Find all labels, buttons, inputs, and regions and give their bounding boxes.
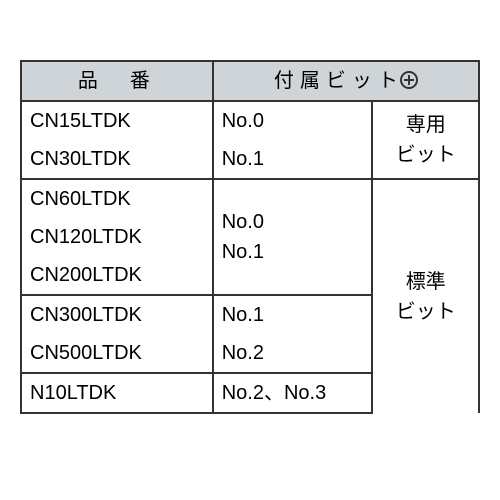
part-cell: CN120LTDK: [21, 218, 213, 256]
bit-line: No.0: [222, 211, 264, 233]
phillips-icon: [400, 71, 418, 89]
part-cell: CN60LTDK: [21, 179, 213, 218]
spec-table: 品 番 付属ビット CN15LTDK No.0 専用ビット CN30LTDK N…: [20, 60, 480, 414]
type-label-line2: ビット: [396, 301, 456, 323]
table-row: CN15LTDK No.0 専用ビット: [21, 101, 479, 140]
type-label-line1: 専用: [406, 114, 446, 136]
header-included-bit: 付属ビット: [213, 61, 479, 101]
bit-cell: No.0 No.1: [213, 179, 373, 295]
header-part-number: 品 番: [21, 61, 213, 101]
header-included-bit-label: 付属ビット: [274, 70, 404, 92]
header-row: 品 番 付属ビット: [21, 61, 479, 101]
table-row: CN60LTDK No.0 No.1 標準ビット: [21, 179, 479, 218]
part-cell: CN15LTDK: [21, 101, 213, 140]
part-cell: CN200LTDK: [21, 256, 213, 295]
part-cell: CN300LTDK: [21, 295, 213, 334]
bit-cell: No.1: [213, 140, 373, 179]
part-cell: N10LTDK: [21, 373, 213, 413]
part-cell: CN30LTDK: [21, 140, 213, 179]
bit-cell: No.2、No.3: [213, 373, 373, 413]
bit-cell: No.2: [213, 334, 373, 373]
type-label-line1: 標準: [406, 271, 446, 293]
type-label-line2: ビット: [396, 144, 456, 166]
part-cell: CN500LTDK: [21, 334, 213, 373]
bit-cell: No.1: [213, 295, 373, 334]
type-cell: 専用ビット: [372, 101, 479, 179]
type-cell: 標準ビット: [372, 179, 479, 413]
bit-line: No.1: [222, 241, 264, 263]
bit-cell: No.0: [213, 101, 373, 140]
